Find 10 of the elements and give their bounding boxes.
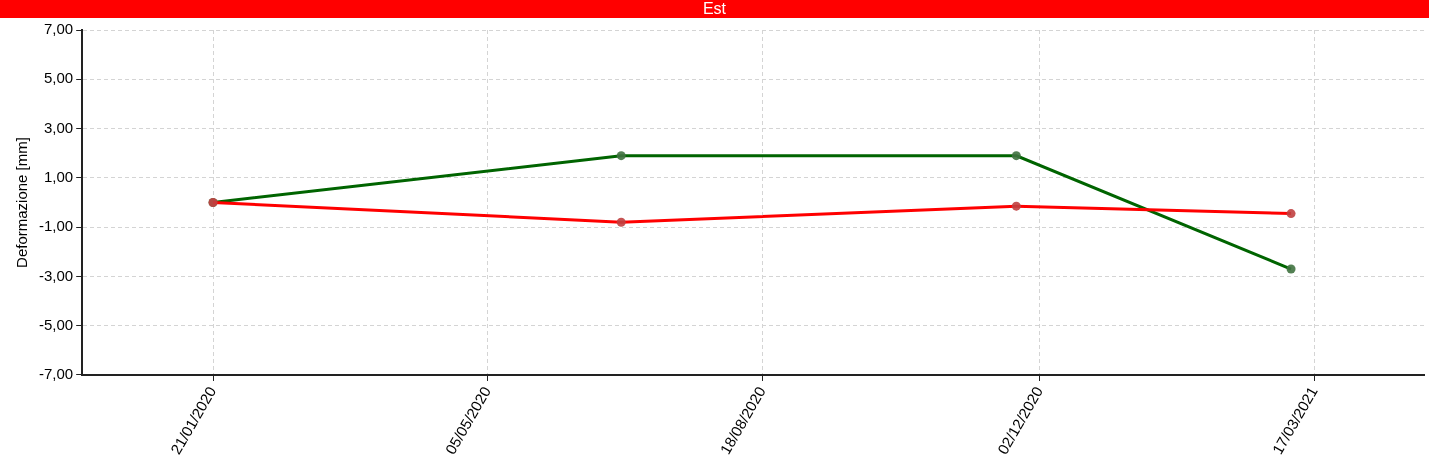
y-axis-title: Deformazione [mm] <box>13 137 31 268</box>
y-tick-label: 7,00 <box>43 20 74 38</box>
y-tick-label: 1,00 <box>43 167 74 185</box>
y-tick-label: -1,00 <box>38 217 74 235</box>
chart-title: Est <box>0 0 1429 18</box>
y-tick-label: -3,00 <box>38 266 74 284</box>
y-tick-label: -5,00 <box>38 315 74 333</box>
y-tick-label: -7,00 <box>38 365 74 383</box>
y-tick-label: 3,00 <box>43 118 74 136</box>
y-tick-label: 5,00 <box>43 69 74 87</box>
